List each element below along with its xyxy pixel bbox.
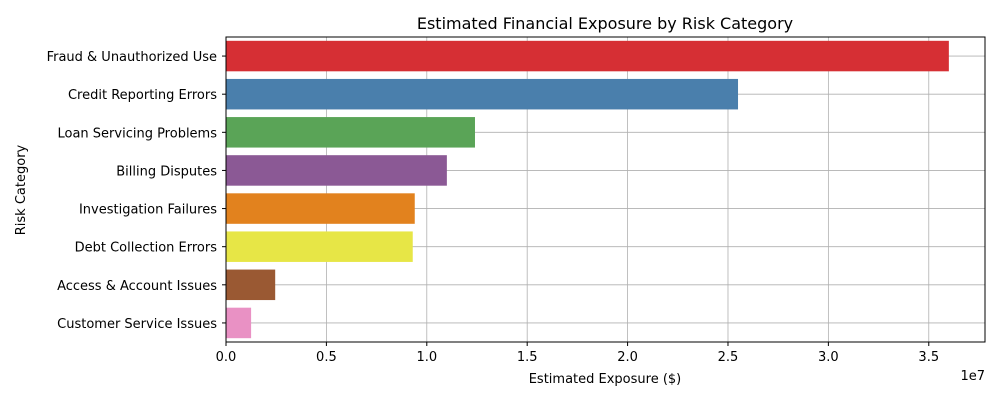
y-tick-label: Investigation Failures xyxy=(79,203,217,218)
bars xyxy=(226,40,949,339)
y-tick-label: Customer Service Issues xyxy=(57,317,217,332)
y-tick-label: Credit Reporting Errors xyxy=(68,88,217,103)
bar xyxy=(226,40,949,72)
x-tick-label: 3.5 xyxy=(918,350,939,365)
x-axis-label: Estimated Exposure ($) xyxy=(529,372,682,387)
bar xyxy=(226,193,415,224)
bar xyxy=(226,231,413,262)
x-tick-label: 3.0 xyxy=(818,350,839,365)
plot-frame xyxy=(225,36,986,343)
y-tick-label: Fraud & Unauthorized Use xyxy=(47,50,217,65)
x-tick-label: 0.5 xyxy=(316,350,337,365)
bar xyxy=(226,307,252,339)
y-tick-label: Debt Collection Errors xyxy=(75,241,218,256)
x-tick-label: 2.5 xyxy=(718,350,739,365)
y-tick-label: Billing Disputes xyxy=(116,164,217,179)
y-tick-label: Loan Servicing Problems xyxy=(57,126,217,141)
x-axis-offset-label: 1e7 xyxy=(960,369,985,384)
x-tick-label: 0.0 xyxy=(216,350,237,365)
x-tick-label: 1.0 xyxy=(416,350,437,365)
chart-title: Estimated Financial Exposure by Risk Cat… xyxy=(417,14,793,33)
bar xyxy=(226,78,739,110)
x-tick-label: 2.0 xyxy=(617,350,638,365)
y-axis-label: Risk Category xyxy=(14,144,29,235)
y-axis-ticks: Fraud & Unauthorized Use Credit Reporting… xyxy=(47,50,226,332)
y-tick-label: Access & Account Issues xyxy=(57,279,217,294)
bar xyxy=(226,117,475,148)
x-axis-ticks: 0.0 0.5 1.0 1.5 2.0 2.5 3.0 3.5 xyxy=(216,342,939,365)
bar xyxy=(226,269,276,301)
x-tick-label: 1.5 xyxy=(517,350,538,365)
bar xyxy=(226,155,447,186)
